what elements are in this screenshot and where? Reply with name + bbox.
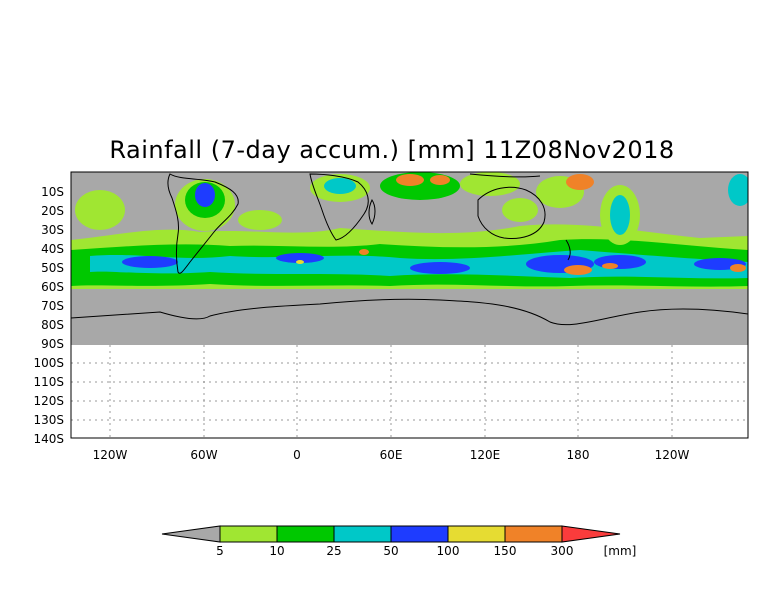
colorbar-swatch (390, 525, 449, 543)
lat-label: 60S (41, 280, 64, 294)
lat-label: 10S (41, 185, 64, 199)
grid (71, 345, 748, 438)
lat-label: 120S (33, 394, 64, 408)
colorbar-swatch (219, 525, 278, 543)
rainfall-field (71, 172, 748, 297)
colorbar-unit: [mm] (604, 544, 637, 558)
colorbar-tick: 300 (551, 544, 574, 558)
colorbar-tick: 25 (326, 544, 341, 558)
lat-axis: 10S 20S 30S 40S 50S 60S 70S 80S 90S 100S… (33, 185, 64, 446)
map-frame (70, 171, 749, 439)
lon-axis: 120W 60W 0 60E 120E 180 120W (93, 448, 690, 462)
lat-label: 100S (33, 356, 64, 370)
colorbar-tick: 150 (494, 544, 517, 558)
colorbar: 5 10 25 50 100 150 300 [mm] (161, 525, 637, 558)
colorbar-left-arrow (161, 525, 221, 543)
lat-label: 50S (41, 261, 64, 275)
colorbar-right-arrow (561, 525, 621, 543)
lat-label: 70S (41, 299, 64, 313)
colorbar-tick: 100 (437, 544, 460, 558)
colorbar-tick: 5 (216, 544, 224, 558)
lat-label: 90S (41, 337, 64, 351)
map-title: Rainfall (7-day accum.) [mm] 11Z08Nov201… (109, 136, 675, 164)
colorbar-swatch (504, 525, 563, 543)
lat-label: 110S (33, 375, 64, 389)
lon-label: 120W (93, 448, 128, 462)
colorbar-tick: 50 (383, 544, 398, 558)
lon-label: 120E (470, 448, 501, 462)
lat-label: 40S (41, 242, 64, 256)
lon-label: 60E (380, 448, 403, 462)
lat-label: 20S (41, 204, 64, 218)
lat-label: 130S (33, 413, 64, 427)
coastlines (71, 173, 748, 326)
colorbar-swatch (333, 525, 392, 543)
lon-label: 120W (655, 448, 690, 462)
colorbar-tick: 10 (269, 544, 284, 558)
lon-label: 60W (190, 448, 217, 462)
colorbar-swatch (276, 525, 335, 543)
lon-label: 0 (293, 448, 301, 462)
antarctic-band (71, 289, 748, 345)
lon-label: 180 (567, 448, 590, 462)
lat-label: 140S (33, 432, 64, 446)
colorbar-swatch (447, 525, 506, 543)
lat-label: 80S (41, 318, 64, 332)
lat-label: 30S (41, 223, 64, 237)
